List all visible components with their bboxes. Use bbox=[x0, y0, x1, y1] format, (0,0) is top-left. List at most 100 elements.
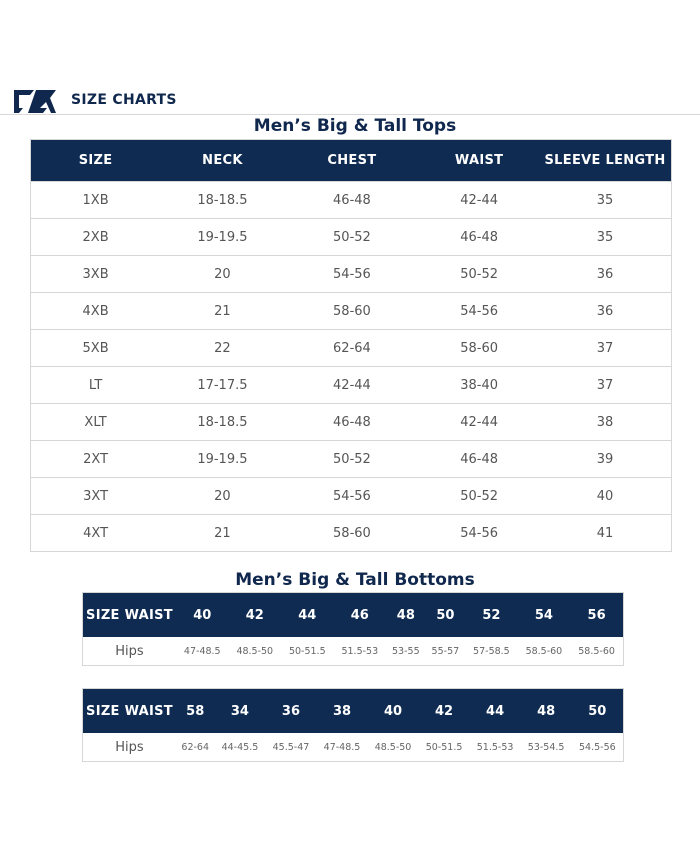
table-row: 2XB 19-19.5 50-52 46-48 35 bbox=[30, 218, 672, 256]
table-cell: 54-56 bbox=[419, 514, 540, 552]
column-header: NECK bbox=[160, 139, 285, 182]
hips-value: 51.5-53 bbox=[341, 645, 379, 657]
column-header: SIZE bbox=[30, 139, 161, 182]
table-cell: 18-18.5 bbox=[160, 403, 285, 441]
table-cell: 20 bbox=[160, 255, 285, 293]
hips-row: Hips 47-48.5 48.5-50 50-51.5 51.5-53 53-55 55-… bbox=[83, 637, 624, 666]
table-cell: 1XB bbox=[30, 181, 161, 219]
bottoms-title: Men’s Big & Tall Bottoms bbox=[235, 570, 475, 590]
waist-size: 42 bbox=[228, 592, 282, 637]
waist-size: 52 bbox=[465, 592, 518, 637]
hips-value: 53-54.5 bbox=[527, 741, 565, 753]
waist-size: 34 bbox=[214, 688, 266, 733]
waist-size: 50 bbox=[425, 592, 466, 637]
table-cell: 42-44 bbox=[284, 366, 420, 404]
table-row: 4XB 21 58-60 54-56 36 bbox=[30, 292, 672, 330]
brand-title: SIZE CHARTS bbox=[71, 92, 177, 108]
hips-value: 57-58.5 bbox=[473, 645, 510, 657]
hips-value: 51.5-53 bbox=[476, 741, 514, 753]
waist-size: 46 bbox=[333, 592, 387, 637]
table-cell: 39 bbox=[539, 440, 672, 478]
column-header: WAIST bbox=[419, 139, 540, 182]
hips-row: Hips 62-64 44-45.5 45.5-47 47-48.5 48.5-50 50-… bbox=[83, 733, 624, 762]
table-cell: 22 bbox=[160, 329, 285, 367]
table-cell: 19-19.5 bbox=[160, 440, 285, 478]
table-cell: 21 bbox=[160, 292, 285, 330]
table-cell: 42-44 bbox=[419, 181, 540, 219]
table-cell: 3XT bbox=[30, 477, 161, 515]
table-cell: 58-60 bbox=[284, 514, 420, 552]
table-cell: 38 bbox=[539, 403, 672, 441]
hips-value: 50-51.5 bbox=[425, 741, 463, 753]
table-cell: 46-48 bbox=[284, 403, 420, 441]
table-cell: 37 bbox=[539, 329, 672, 367]
bottoms-size-table-1: SIZE WAIST 40 42 44 46 48 50 52 54 56 Hips 47-48.5 4… bbox=[82, 592, 624, 666]
brand-logo-icon bbox=[14, 90, 56, 113]
hips-value: 48.5-50 bbox=[236, 645, 274, 657]
bottoms-size-table-2: SIZE WAIST 58 34 36 38 40 42 44 48 50 Hips 62-64 44-… bbox=[82, 688, 624, 762]
hips-value: 54.5-56 bbox=[578, 741, 616, 753]
hips-value: 53-55 bbox=[392, 645, 420, 657]
table-cell: 35 bbox=[539, 181, 672, 219]
table-row: 4XT 21 58-60 54-56 41 bbox=[30, 514, 672, 552]
divider bbox=[0, 114, 700, 115]
waist-size: 40 bbox=[367, 688, 419, 733]
hips-value: 58.5-60 bbox=[578, 645, 615, 657]
table-row: 3XT 20 54-56 50-52 40 bbox=[30, 477, 672, 515]
waist-size: 50 bbox=[571, 688, 624, 733]
waist-size: 48 bbox=[386, 592, 426, 637]
table-cell: XLT bbox=[30, 403, 161, 441]
table-cell: 46-48 bbox=[419, 218, 540, 256]
table-cell: 38-40 bbox=[419, 366, 540, 404]
tops-title: Men’s Big & Tall Tops bbox=[253, 116, 457, 136]
hips-value: 44-45.5 bbox=[221, 741, 259, 753]
table-cell: 41 bbox=[539, 514, 672, 552]
header-row: SIZE WAIST 58 34 36 38 40 42 44 48 50 bbox=[82, 688, 624, 733]
waist-size: 48 bbox=[520, 688, 572, 733]
table-cell: 2XB bbox=[30, 218, 161, 256]
table-cell: 50-52 bbox=[419, 255, 540, 293]
hips-value: 47-48.5 bbox=[183, 645, 221, 657]
hips-value: 50-51.5 bbox=[288, 645, 326, 657]
table-cell: 50-52 bbox=[284, 218, 420, 256]
waist-size: 58 bbox=[176, 688, 215, 733]
table-row: 1XB 18-18.5 46-48 42-44 35 bbox=[30, 181, 672, 219]
waist-size: 38 bbox=[316, 688, 368, 733]
table-cell: 2XT bbox=[30, 440, 161, 478]
hips-value: 48.5-50 bbox=[374, 741, 412, 753]
hips-value: 45.5-47 bbox=[272, 741, 310, 753]
table-cell: 54-56 bbox=[284, 255, 420, 293]
table-cell: 4XB bbox=[30, 292, 161, 330]
table-cell: 40 bbox=[539, 477, 672, 515]
hips-value: 58.5-60 bbox=[525, 645, 563, 657]
table-row: XLT 18-18.5 46-48 42-44 38 bbox=[30, 403, 672, 441]
hips-value: 47-48.5 bbox=[323, 741, 361, 753]
table-cell: 3XB bbox=[30, 255, 161, 293]
tops-size-table: SIZE NECK CHEST WAIST SLEEVE LENGTH 1XB 18-18… bbox=[30, 139, 672, 552]
table-row: LT 17-17.5 42-44 38-40 37 bbox=[30, 366, 672, 404]
table-cell: 18-18.5 bbox=[160, 181, 285, 219]
waist-size: 56 bbox=[570, 592, 624, 637]
waist-size: 36 bbox=[265, 688, 317, 733]
column-header: SLEEVE LENGTH bbox=[539, 139, 672, 182]
waist-size: 42 bbox=[418, 688, 470, 733]
hips-label: Hips bbox=[115, 739, 144, 755]
table-cell: 62-64 bbox=[284, 329, 420, 367]
hips-label: Hips bbox=[115, 643, 144, 659]
table-cell: 58-60 bbox=[419, 329, 540, 367]
table-cell: 54-56 bbox=[284, 477, 420, 515]
hips-value: 62-64 bbox=[181, 741, 210, 753]
table-cell: 46-48 bbox=[284, 181, 420, 219]
table-cell: 36 bbox=[539, 255, 672, 293]
table-cell: 42-44 bbox=[419, 403, 540, 441]
table-cell: 5XB bbox=[30, 329, 161, 367]
table-row: 5XB 22 62-64 58-60 37 bbox=[30, 329, 672, 367]
table-row: 3XB 20 54-56 50-52 36 bbox=[30, 255, 672, 293]
table-cell: 35 bbox=[539, 218, 672, 256]
table-cell: 37 bbox=[539, 366, 672, 404]
waist-size: 54 bbox=[517, 592, 571, 637]
table-cell: 50-52 bbox=[419, 477, 540, 515]
table-cell: 58-60 bbox=[284, 292, 420, 330]
waist-size: 44 bbox=[281, 592, 334, 637]
